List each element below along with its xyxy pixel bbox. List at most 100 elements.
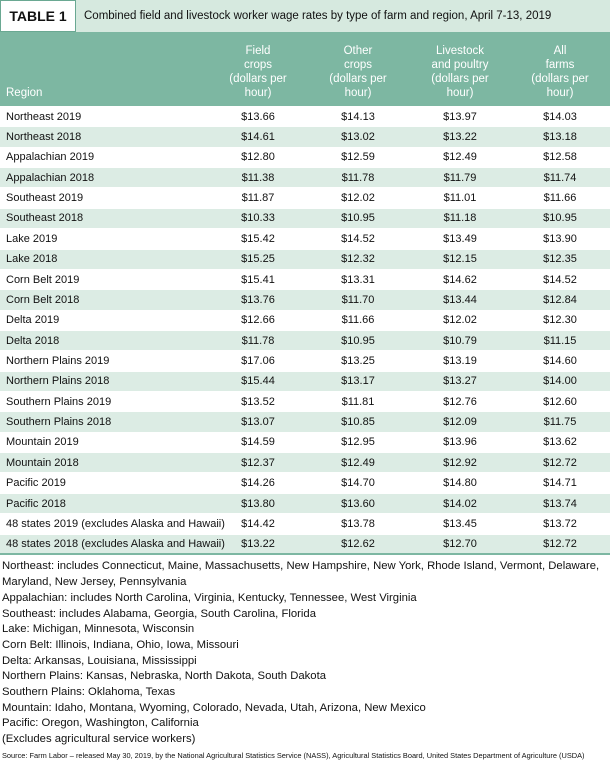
- header-line: hour): [546, 87, 574, 99]
- value-cell: $11.66: [306, 309, 410, 331]
- value-cell: $13.78: [306, 513, 410, 535]
- region-cell: Northern Plains 2019: [0, 350, 210, 372]
- header-line: hour): [244, 87, 272, 99]
- value-cell: $13.49: [410, 228, 510, 250]
- value-cell: $12.76: [410, 391, 510, 412]
- value-cell: $13.25: [306, 350, 410, 372]
- value-cell: $12.58: [510, 146, 610, 168]
- value-cell: $10.79: [410, 329, 510, 351]
- value-cell: $10.85: [306, 411, 410, 433]
- value-cell: $13.07: [210, 411, 306, 433]
- table-row: Pacific 2019 $14.26 $14.70 $14.80 $14.71: [0, 472, 610, 494]
- region-cell: 48 states 2019 (excludes Alaska and Hawa…: [0, 513, 225, 535]
- value-cell: $13.74: [510, 492, 610, 514]
- value-cell: $13.62: [510, 431, 610, 453]
- value-cell: $13.97: [410, 105, 510, 127]
- value-cell: $17.06: [210, 350, 306, 372]
- note-line: Corn Belt: Illinois, Indiana, Ohio, Iowa…: [2, 638, 239, 651]
- note-line: (Excludes agricultural service workers): [2, 733, 196, 746]
- value-cell: $12.70: [410, 533, 510, 556]
- value-cell: $13.27: [410, 370, 510, 392]
- value-cell: $14.02: [410, 492, 510, 514]
- header-line: and poultry: [431, 59, 489, 71]
- value-cell: $14.26: [210, 472, 306, 494]
- value-cell: $12.60: [510, 391, 610, 412]
- region-cell: Corn Belt 2018: [0, 289, 210, 311]
- table-row: Southern Plains 2018 $13.07 $10.85 $12.09 $1…: [0, 411, 610, 433]
- note-line: Pacific: Oregon, Washington, California: [2, 717, 199, 730]
- header-line: (dollars per: [329, 73, 387, 85]
- value-cell: $14.60: [510, 350, 610, 372]
- table-row: Appalachian 2018 $11.38 $11.78 $11.79 $11.74: [0, 167, 610, 188]
- value-cell: $14.80: [410, 472, 510, 494]
- table-row: Corn Belt 2019 $15.41 $13.31 $14.62 $14.52: [0, 268, 610, 290]
- value-cell: $14.71: [510, 472, 610, 494]
- header-line: (dollars per: [531, 73, 589, 85]
- region-cell: Pacific 2019: [0, 472, 210, 494]
- notes: Northeast: includes Connecticut, Maine, …: [0, 555, 610, 747]
- header-cell: Livestock and poultry (dollars per hour): [410, 32, 510, 107]
- table-caption: Combined field and livestock worker wage…: [84, 10, 552, 22]
- value-cell: $13.80: [210, 492, 306, 514]
- value-cell: $15.41: [210, 268, 306, 290]
- value-cell: $13.22: [410, 126, 510, 148]
- note-line: Mountain: Idaho, Montana, Wyoming, Color…: [2, 701, 426, 714]
- region-cell: Appalachian 2018: [0, 167, 210, 188]
- note-line: Lake: Michigan, Minnesota, Wisconsin: [2, 623, 195, 636]
- value-cell: $11.70: [306, 289, 410, 311]
- region-cell: Delta 2019: [0, 309, 210, 331]
- value-cell: $13.96: [410, 431, 510, 453]
- header-line: crops: [243, 59, 273, 71]
- table-row: 48 states 2019 (excludes Alaska and Hawa…: [0, 513, 610, 535]
- value-cell: $12.02: [306, 187, 410, 209]
- header-line: hour): [446, 87, 474, 99]
- value-cell: $14.59: [210, 431, 306, 453]
- value-cell: $13.90: [510, 228, 610, 250]
- table-row: Southern Plains 2019 $13.52 $11.81 $12.76 $1…: [0, 391, 610, 412]
- value-cell: $11.18: [410, 207, 510, 229]
- value-cell: $13.22: [210, 533, 306, 556]
- value-cell: $10.95: [510, 207, 610, 229]
- value-cell: $14.61: [210, 126, 306, 148]
- region-cell: Appalachian 2019: [0, 146, 210, 168]
- value-cell: $13.19: [410, 350, 510, 372]
- region-cell: Mountain 2019: [0, 431, 210, 453]
- table-row: Lake 2019 $15.42 $14.52 $13.49 $13.90: [0, 228, 610, 250]
- table-row: Southeast 2019 $11.87 $12.02 $11.01 $11.66: [0, 187, 610, 209]
- header-line: Livestock: [436, 45, 484, 57]
- title-bar: TABLE 1 Combined field and livestock wor…: [0, 0, 610, 32]
- table-row: Southeast 2018 $10.33 $10.95 $11.18 $10.95: [0, 207, 610, 229]
- value-cell: $12.37: [210, 452, 306, 473]
- value-cell: $14.13: [306, 105, 410, 127]
- value-cell: $15.25: [210, 248, 306, 270]
- value-cell: $11.78: [210, 329, 306, 351]
- value-cell: $12.72: [510, 533, 610, 556]
- header-line: farms: [545, 59, 575, 71]
- note-line: Appalachian: includes North Carolina, Vi…: [2, 591, 417, 604]
- region-cell: Lake 2019: [0, 228, 210, 250]
- value-cell: $11.78: [306, 167, 410, 188]
- note-line: Southern Plains: Oklahoma, Texas: [2, 686, 176, 699]
- value-cell: $12.72: [510, 452, 610, 473]
- region-cell: Southern Plains 2018: [0, 411, 210, 433]
- value-cell: $11.75: [510, 411, 610, 433]
- value-cell: $13.17: [306, 370, 410, 392]
- value-cell: $15.44: [210, 370, 306, 392]
- value-cell: $12.02: [410, 309, 510, 331]
- table-row: Lake 2018 $15.25 $12.32 $12.15 $12.35: [0, 248, 610, 270]
- table-row: Pacific 2018 $13.80 $13.60 $14.02 $13.74: [0, 492, 610, 514]
- value-cell: $12.30: [510, 309, 610, 331]
- table-row: Delta 2018 $11.78 $10.95 $10.79 $11.15: [0, 329, 610, 351]
- table-row: Northern Plains 2019 $17.06 $13.25 $13.19 $1…: [0, 350, 610, 372]
- region-cell: Delta 2018: [0, 329, 210, 351]
- header-row: Region Field crops (dollars per hour) Other cr…: [0, 32, 610, 107]
- region-cell: Southeast 2018: [0, 207, 210, 229]
- value-cell: $12.92: [410, 452, 510, 473]
- header-line: hour): [344, 87, 372, 99]
- note-line: Northeast: includes Connecticut, Maine, …: [2, 560, 600, 589]
- value-cell: $11.87: [210, 187, 306, 209]
- region-cell: 48 states 2018 (excludes Alaska and Hawa…: [0, 533, 225, 556]
- table-row: Northeast 2018 $14.61 $13.02 $13.22 $13.18: [0, 126, 610, 148]
- region-cell: Mountain 2018: [0, 452, 210, 473]
